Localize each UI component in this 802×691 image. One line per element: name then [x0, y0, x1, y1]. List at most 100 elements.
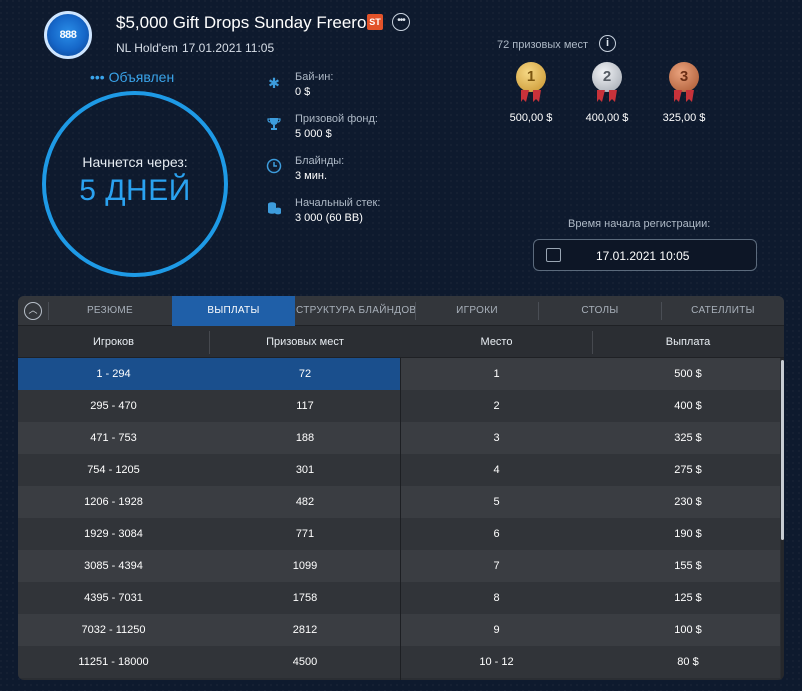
row-background	[401, 454, 780, 486]
starts-in-label: Начнется через:	[82, 154, 188, 170]
place-cell: 4	[493, 464, 500, 476]
medal-rank: 3	[679, 68, 689, 85]
place-cell: 1	[493, 368, 500, 380]
payout-cell: 325 $	[674, 432, 702, 444]
table-row[interactable]: 7032 - 11250 2812 9 100 $	[18, 614, 780, 646]
column-header-payout[interactable]: Выплата	[665, 336, 711, 348]
payout-cell: 400 $	[674, 400, 702, 412]
prizepool-label: Призовой фонд:	[295, 113, 378, 125]
place-cell: 10 - 12	[479, 656, 514, 668]
place-cell: 7	[493, 560, 500, 572]
second-place-prize: 400,00 $	[585, 112, 629, 124]
place-cell: 3	[493, 432, 500, 444]
scrollbar-thumb[interactable]	[781, 360, 784, 540]
players-range-cell: 295 - 470	[90, 400, 137, 412]
row-background	[18, 582, 401, 614]
row-background	[401, 422, 780, 454]
column-header-place[interactable]: Место	[480, 336, 513, 348]
table-row[interactable]: 1929 - 3084 771 6 190 $	[18, 518, 780, 550]
prize-places-cell: 188	[295, 432, 315, 444]
tab-tables[interactable]: СТОЛЫ	[581, 305, 619, 316]
prize-places-label: 72 призовых мест	[497, 39, 589, 51]
row-background	[401, 614, 780, 646]
table-row[interactable]: 754 - 1205 301 4 275 $	[18, 454, 780, 486]
row-background	[18, 518, 401, 550]
tab-satellites[interactable]: САТЕЛЛИТЫ	[691, 305, 755, 316]
row-background	[401, 518, 780, 550]
place-cell: 9	[493, 624, 500, 636]
prize-places-cell: 2812	[292, 624, 318, 636]
st-badge: ST	[367, 14, 383, 30]
bronze-medal-icon: 3	[669, 62, 699, 92]
row-background	[401, 390, 780, 422]
prize-places-cell: 1099	[292, 560, 318, 572]
status-announced: ••• Объявлен	[90, 69, 175, 85]
tournament-time: 11:05	[245, 41, 275, 55]
payout-cell: 190 $	[674, 528, 702, 540]
first-place-prize: 500,00 $	[509, 112, 553, 124]
place-cell: 5	[493, 496, 500, 508]
column-header-players[interactable]: Игроков	[92, 336, 135, 348]
prize-places-cell: 72	[298, 368, 312, 380]
row-background	[18, 486, 401, 518]
players-range-cell: 11251 - 18000	[78, 656, 149, 668]
registration-time-value: 17.01.2021 10:05	[596, 249, 690, 263]
tab-blind-structure[interactable]: СТРУКТУРА БЛАЙНДОВ	[296, 305, 417, 316]
prize-places-cell: 771	[295, 528, 315, 540]
blinds-value: 3 мин.	[295, 170, 328, 182]
column-header-prize-places[interactable]: Призовых мест	[266, 336, 344, 348]
payout-cell: 100 $	[674, 624, 702, 636]
table-row[interactable]: 3085 - 4394 1099 7 155 $	[18, 550, 780, 582]
table-row[interactable]: 471 - 753 188 3 325 $	[18, 422, 780, 454]
table-row[interactable]: 295 - 470 117 2 400 $	[18, 390, 780, 422]
table-row[interactable]: 1206 - 1928 482 5 230 $	[18, 486, 780, 518]
tab-separator	[415, 302, 416, 320]
clock-icon	[265, 158, 283, 176]
gold-ribbon-icon	[521, 90, 541, 102]
prize-places-cell: 4500	[292, 656, 318, 668]
prize-places-cell: 482	[295, 496, 315, 508]
table-row[interactable]: 11251 - 18000 4500 10 - 12 80 $	[18, 646, 780, 678]
table-divider	[400, 358, 401, 680]
chevron-up-icon: ︿	[28, 305, 38, 315]
table-row[interactable]: 4395 - 7031 1758 8 125 $	[18, 582, 780, 614]
tab-bar: ︿ РЕЗЮМЕ ВЫПЛАТЫ СТРУКТУРА БЛАЙНДОВ ИГРО…	[18, 296, 784, 326]
row-background	[401, 486, 780, 518]
logo-text: 888	[59, 29, 77, 41]
payout-cell: 155 $	[674, 560, 702, 572]
place-cell: 6	[493, 528, 500, 540]
starts-in-value: 5 ДНЕЙ	[79, 174, 191, 207]
tournament-title: $5,000 Gift Drops Sunday Freeroll	[116, 13, 374, 32]
prize-places-cell: 117	[296, 400, 314, 412]
tab-payouts[interactable]: ВЫПЛАТЫ	[172, 296, 295, 326]
stack-value: 3 000 (60 BB)	[295, 212, 363, 224]
chip-stack-icon	[265, 200, 283, 218]
registration-time-field: 17.01.2021 10:05	[533, 239, 757, 271]
tournament-details-panel: ︿ РЕЗЮМЕ ВЫПЛАТЫ СТРУКТУРА БЛАЙНДОВ ИГРО…	[18, 296, 784, 680]
more-options-button[interactable]: •••	[392, 13, 410, 31]
header-separator	[592, 331, 593, 354]
bronze-ribbon-icon	[674, 90, 694, 102]
row-background	[18, 454, 401, 486]
buyin-label: Бай-ин:	[295, 71, 334, 83]
buyin-value: 0 $	[295, 86, 311, 98]
players-range-cell: 1206 - 1928	[84, 496, 143, 508]
table-header: Игроков Призовых мест Место Выплата	[18, 327, 784, 358]
row-background	[401, 582, 780, 614]
players-range-cell: 1 - 294	[96, 368, 131, 380]
info-icon[interactable]: i	[599, 35, 616, 52]
payout-cell: 500 $	[674, 368, 702, 380]
tournament-logo-icon: 888	[44, 11, 92, 59]
registration-label: Время начала регистрации:	[568, 218, 711, 230]
prizepool-value: 5 000 $	[295, 128, 332, 140]
collapse-button[interactable]: ︿	[24, 302, 42, 320]
tab-summary[interactable]: РЕЗЮМЕ	[86, 305, 134, 316]
table-row[interactable]: 1 - 294 72 1 500 $	[18, 358, 780, 390]
medal-rank: 1	[526, 68, 536, 85]
tab-players[interactable]: ИГРОКИ	[456, 305, 498, 316]
silver-ribbon-icon	[597, 90, 617, 102]
trophy-icon	[265, 116, 283, 134]
tournament-date: 17.01.2021	[182, 41, 243, 55]
gold-medal-icon: 1	[516, 62, 546, 92]
stack-label: Начальный стек:	[295, 197, 381, 209]
